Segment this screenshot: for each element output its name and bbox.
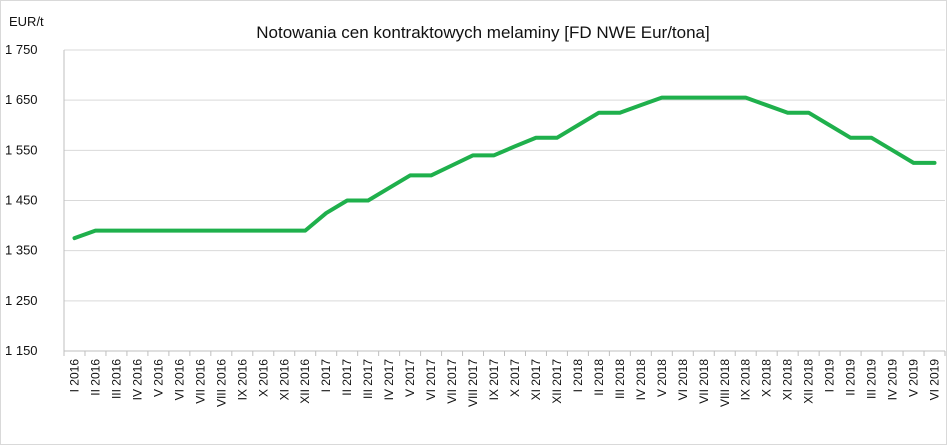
axes: [63, 50, 946, 356]
y-tick-label: 1 250: [5, 293, 38, 308]
x-tick-label: IV 2016: [130, 359, 144, 401]
y-tick-label: 1 350: [5, 243, 38, 258]
gridlines: [64, 49, 945, 352]
x-tick-label: VIII 2016: [214, 359, 228, 407]
x-tick-label: V 2016: [151, 359, 165, 397]
x-tick-label: IX 2018: [739, 359, 753, 401]
x-tick-label: XI 2018: [781, 359, 795, 401]
x-tick-label: V 2017: [403, 359, 417, 397]
x-tick-label: V 2019: [907, 359, 921, 397]
x-tick-label: III 2017: [361, 359, 375, 399]
x-tick-label: IX 2016: [235, 359, 249, 401]
x-tick-label: VI 2017: [424, 359, 438, 401]
x-tick-label: II 2016: [88, 359, 102, 396]
x-tick-label: VI 2019: [928, 359, 942, 401]
x-tick-label: XI 2016: [277, 359, 291, 401]
x-tick-label: X 2017: [508, 359, 522, 397]
x-tick-label: IV 2018: [634, 359, 648, 401]
y-tick-label: 1 650: [5, 92, 38, 107]
y-tick-label: 1 750: [5, 42, 38, 57]
x-tick-label: VIII 2018: [718, 359, 732, 407]
tick-labels: 1 750 1 650 1 550 1 450 1 350 1 250 1 150 I 201…: [5, 42, 942, 407]
x-tick-label: VI 2018: [676, 359, 690, 401]
x-tick-label: III 2018: [613, 359, 627, 399]
x-tick-label: I 2019: [823, 359, 837, 393]
x-tick-label: XII 2017: [550, 359, 564, 404]
x-tick-label: VII 2017: [445, 359, 459, 404]
x-tick-label: II 2018: [592, 359, 606, 396]
x-tick-label: III 2019: [865, 359, 879, 399]
x-tick-label: IV 2017: [382, 359, 396, 401]
x-tick-label: XII 2016: [298, 359, 312, 404]
x-tick-label: II 2019: [844, 359, 858, 396]
x-tick-label: X 2018: [760, 359, 774, 397]
x-tick-label: II 2017: [340, 359, 354, 396]
y-tick-label: 1 150: [5, 343, 38, 358]
x-tick-label: XII 2018: [802, 359, 816, 404]
x-tick-label: I 2017: [319, 359, 333, 393]
x-tick-label: I 2016: [67, 359, 81, 393]
x-tick-label: VII 2018: [697, 359, 711, 404]
x-tick-label: V 2018: [655, 359, 669, 397]
x-tick-label: IX 2017: [487, 359, 501, 401]
x-tick-label: VIII 2017: [466, 359, 480, 407]
x-tick-label: VII 2016: [193, 359, 207, 404]
chart-title: Notowania cen kontraktowych melaminy [FD…: [256, 23, 710, 42]
series-layer: [72, 95, 937, 241]
x-tick-label: III 2016: [109, 359, 123, 399]
x-tick-label: XI 2017: [529, 359, 543, 401]
x-tick-label: X 2016: [256, 359, 270, 397]
x-tick-label: I 2018: [571, 359, 585, 393]
series-line: [72, 95, 937, 241]
y-tick-label: 1 450: [5, 193, 38, 208]
x-tick-label: VI 2016: [172, 359, 186, 401]
y-tick-label: 1 550: [5, 142, 38, 157]
y-axis-label: EUR/t: [9, 14, 44, 29]
x-tick-label: IV 2019: [886, 359, 900, 401]
